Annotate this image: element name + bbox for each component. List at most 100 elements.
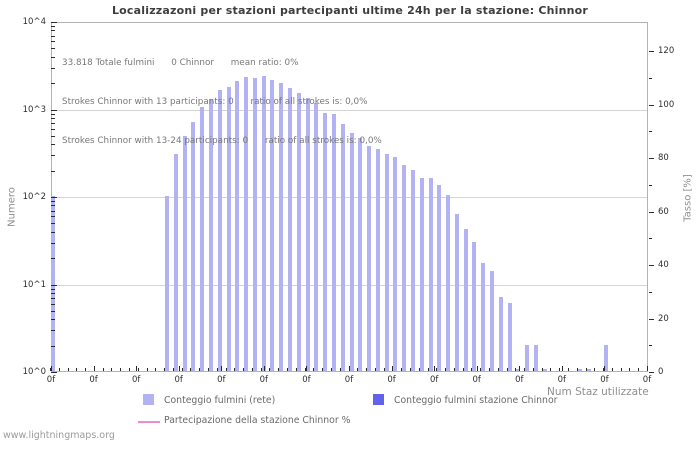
axis-tick: [51, 128, 55, 130]
axis-tick: [51, 310, 55, 312]
legend-label-station: Conteggio fulmini stazione Chinnor: [394, 395, 558, 406]
axis-tick: [51, 284, 57, 286]
bar: [437, 184, 442, 371]
axis-tick: [561, 366, 563, 371]
axis-tick: [476, 366, 478, 371]
axis-tick: [51, 56, 55, 58]
axis-tick: [51, 345, 55, 347]
bar: [533, 344, 538, 371]
axis-tick: [102, 368, 104, 371]
axis-tick: [383, 368, 385, 371]
axis-tick-label: 0f: [46, 375, 56, 385]
axis-tick: [111, 368, 113, 371]
axis-tick: [137, 368, 139, 371]
axis-tick: [243, 368, 245, 371]
bar: [463, 228, 468, 371]
axis-tick: [278, 368, 280, 371]
axis-tick-label: 60: [658, 206, 669, 217]
bar: [226, 86, 231, 371]
bar: [375, 148, 380, 371]
bar: [577, 369, 582, 371]
axis-tick: [51, 67, 55, 69]
axis-tick: [436, 368, 438, 371]
axis-tick: [471, 368, 473, 371]
axis-tick: [51, 298, 55, 300]
axis-tick: [567, 368, 569, 371]
axis-tick: [287, 368, 289, 371]
bar: [279, 83, 284, 371]
bar: [191, 122, 196, 371]
axis-tick: [51, 113, 55, 115]
axis-tick-label: 10^2: [22, 192, 46, 202]
axis-tick: [462, 368, 464, 371]
axis-tick: [649, 238, 652, 240]
axis-tick: [164, 368, 166, 371]
bar: [200, 107, 205, 371]
axis-tick: [181, 368, 183, 371]
axis-tick: [374, 368, 376, 371]
bar: [472, 241, 477, 371]
axis-tick: [434, 366, 436, 371]
axis-tick-label: 0f: [600, 375, 609, 385]
axis-tick: [638, 368, 640, 371]
stats-line-1: 33.818 Totale fulmini 0 Chinnor mean rat…: [62, 58, 299, 68]
axis-tick-label: 0f: [387, 375, 396, 385]
bar: [209, 99, 214, 371]
axis-tick: [51, 26, 55, 27]
axis-tick: [93, 366, 95, 371]
axis-tick-label: 0f: [131, 375, 141, 385]
axis-tick-label: 0f: [642, 375, 652, 385]
axis-tick: [366, 368, 368, 371]
axis-tick-label: 0f: [472, 375, 481, 385]
axis-tick: [506, 368, 508, 371]
axis-tick: [136, 366, 138, 371]
bar: [498, 297, 503, 371]
axis-tick: [427, 368, 429, 371]
axis-tick: [604, 366, 606, 371]
axis-tick: [515, 368, 517, 371]
bar: [525, 344, 530, 371]
bar: [331, 114, 336, 371]
y-axis-right-title: Tasso [%]: [682, 174, 694, 222]
axis-tick: [51, 319, 55, 321]
bar: [542, 369, 547, 371]
axis-tick: [216, 368, 218, 371]
bar: [507, 302, 512, 371]
axis-tick: [418, 368, 420, 371]
watermark-link[interactable]: www.lightningmaps.org: [3, 430, 115, 441]
axis-tick-label: 40: [658, 260, 669, 270]
bar: [165, 196, 170, 371]
axis-tick-label: 0f: [557, 375, 567, 385]
axis-tick-label: 0f: [217, 375, 226, 385]
y-axis-left-title: Numero: [6, 187, 18, 227]
bar: [217, 90, 222, 371]
bar: [244, 77, 249, 371]
axis-tick: [559, 368, 561, 371]
x-axis-title: Num Staz utilizzate: [547, 386, 649, 398]
bar: [51, 196, 55, 371]
stats-annotation: 33.818 Totale fulmini 0 Chinnor mean rat…: [62, 31, 382, 174]
axis-tick: [603, 368, 605, 371]
axis-tick: [550, 368, 552, 371]
axis-tick-label: 80: [658, 153, 669, 163]
axis-tick: [129, 368, 130, 371]
bar: [182, 136, 187, 371]
axis-tick: [594, 368, 596, 371]
axis-tick-label: 0f: [174, 375, 183, 385]
axis-tick: [649, 318, 654, 320]
axis-tick: [519, 366, 521, 371]
axis-tick-label: 0f: [429, 375, 439, 385]
axis-tick: [649, 265, 654, 266]
axis-tick: [649, 77, 652, 79]
axis-tick: [649, 345, 652, 347]
axis-tick: [51, 303, 55, 305]
axis-tick: [611, 368, 613, 371]
axis-tick: [178, 366, 180, 371]
axis-tick: [50, 368, 51, 371]
axis-tick: [51, 288, 55, 290]
axis-tick: [51, 372, 57, 373]
axis-tick: [51, 258, 55, 260]
legend-swatch-network: [143, 394, 154, 405]
axis-tick: [649, 131, 652, 133]
axis-tick-label: 0: [658, 367, 664, 377]
